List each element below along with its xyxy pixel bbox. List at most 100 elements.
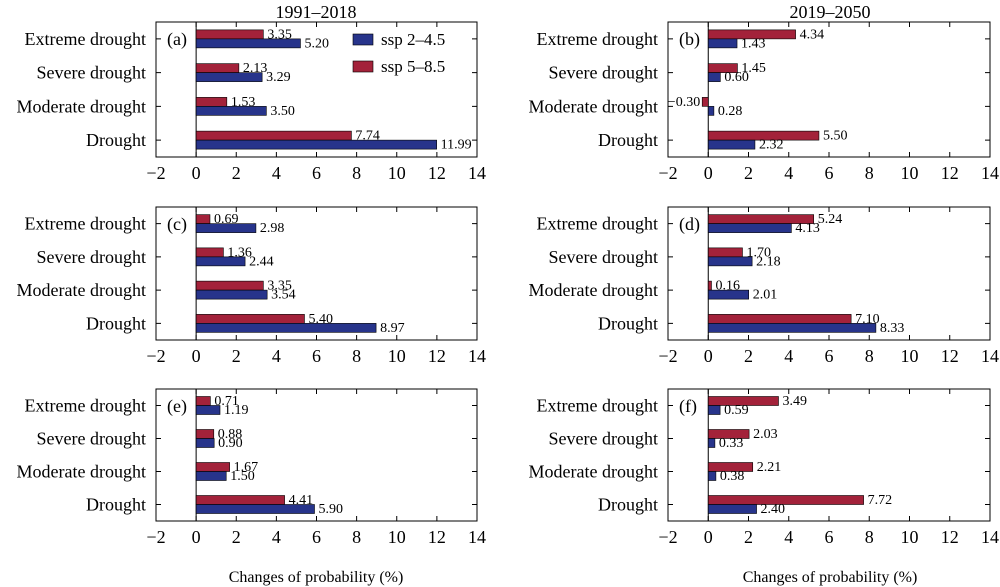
panel-tag: (e) (167, 396, 187, 417)
x-tick-label: 2 (232, 346, 241, 366)
category-label: Drought (86, 313, 146, 333)
bar-ssp585 (195, 214, 211, 224)
bar-ssp585 (195, 280, 264, 291)
value-label: 2.44 (249, 254, 274, 269)
value-label: 2.03 (753, 427, 778, 442)
category-label: Moderate drought (529, 462, 658, 482)
x-tick-label: −2 (146, 163, 165, 183)
x-tick-label: 4 (784, 346, 793, 366)
x-tick-label: 12 (941, 527, 959, 547)
x-tick-label: 10 (901, 527, 919, 547)
x-tick-label: 8 (865, 527, 874, 547)
category-label: Severe drought (37, 429, 146, 449)
value-label: 8.97 (380, 321, 405, 336)
bar-ssp585 (195, 29, 264, 40)
value-label: 0.90 (218, 436, 243, 451)
value-label: 3.35 (267, 279, 292, 294)
value-label: 0.88 (218, 427, 243, 442)
x-tick-label: 6 (312, 163, 321, 183)
bar-ssp245 (707, 504, 757, 514)
value-label: 5.90 (318, 502, 343, 517)
panel-f: −2 0 2 4 6 8 10 12 14 (f) Extreme drought 3.49 0.59 S… (529, 388, 999, 547)
category-label: Severe drought (549, 247, 658, 267)
value-label: 1.67 (234, 460, 259, 475)
bar-ssp245 (707, 438, 716, 448)
value-label: 2.32 (759, 138, 784, 153)
x-tick-label: 4 (272, 163, 281, 183)
bar-ssp585 (707, 247, 743, 258)
value-label: −0.30 (668, 95, 700, 110)
category-label: Moderate drought (17, 280, 146, 300)
category-label: Drought (598, 313, 658, 333)
x-tick-label: 4 (272, 346, 281, 366)
value-label: 3.50 (270, 104, 295, 119)
bar-ssp245 (195, 38, 301, 49)
x-tick-label: 6 (825, 346, 834, 366)
x-tick-label: 0 (704, 527, 713, 547)
panel-tag: (c) (167, 214, 187, 235)
bar-ssp585 (701, 97, 709, 107)
category-label: Moderate drought (17, 96, 146, 116)
value-label: 5.20 (304, 36, 329, 51)
x-axis-label-left: Changes of probability (%) (229, 569, 404, 586)
value-label: 2.18 (756, 254, 781, 269)
bar-ssp245 (195, 106, 267, 116)
x-tick-label: 2 (744, 346, 753, 366)
x-tick-label: 12 (428, 527, 446, 547)
value-label: 4.34 (800, 27, 825, 42)
x-tick-label: 12 (428, 346, 446, 366)
category-label: Extreme drought (537, 29, 658, 49)
category-label: Drought (86, 495, 146, 515)
x-tick-label: 8 (352, 527, 361, 547)
bar-ssp585 (195, 429, 215, 439)
x-tick-label: 2 (744, 163, 753, 183)
x-tick-label: 14 (468, 527, 486, 547)
x-tick-label: 6 (312, 346, 321, 366)
panel-d: −2 0 2 4 6 8 10 12 14 (d) Extreme drought 5.244.13 S… (529, 206, 999, 366)
value-label: 1.45 (741, 61, 766, 76)
bar-ssp585 (707, 29, 796, 40)
bar-ssp245 (195, 139, 437, 150)
bar-ssp585 (195, 495, 285, 505)
value-label: 11.99 (441, 138, 472, 153)
x-tick-label: 4 (784, 527, 793, 547)
bar-ssp245 (707, 139, 756, 150)
legend: ssp 2–4.5 ssp 5–8.5 (352, 30, 445, 76)
category-label: Extreme drought (25, 214, 146, 234)
bar-ssp245 (707, 223, 792, 233)
category-label: Extreme drought (25, 29, 146, 49)
x-tick-label: 8 (865, 346, 874, 366)
panel-tag: (a) (167, 29, 187, 50)
bar-ssp585 (707, 63, 738, 73)
value-label: 3.49 (782, 394, 807, 409)
bar-ssp245 (707, 289, 750, 300)
bar-ssp585 (707, 462, 754, 472)
bar-ssp585 (195, 63, 240, 73)
value-label: 4.13 (795, 221, 820, 236)
x-tick-label: 4 (784, 163, 793, 183)
value-label: 3.54 (271, 288, 296, 303)
x-tick-label: 2 (744, 527, 753, 547)
bar-ssp245 (195, 471, 227, 481)
bar-ssp585 (707, 314, 852, 324)
value-label: 8.33 (880, 321, 905, 336)
x-tick-label: 14 (468, 163, 486, 183)
category-label: Extreme drought (537, 214, 658, 234)
panel-tag: (d) (679, 214, 700, 235)
category-label: Severe drought (549, 429, 658, 449)
x-tick-label: 2 (232, 163, 241, 183)
value-label: 2.01 (753, 288, 778, 303)
value-label: 0.60 (724, 70, 749, 85)
legend-swatch (352, 33, 374, 46)
value-label: 5.24 (818, 212, 843, 227)
x-tick-label: 12 (428, 163, 446, 183)
legend-swatch (352, 60, 374, 73)
value-label: 3.29 (266, 70, 291, 85)
value-label: 7.72 (868, 493, 893, 508)
panels: −2 0 2 4 6 8 10 12 14 (a) Extreme drought 3.35 5.20 S… (17, 21, 999, 547)
bar-ssp585 (195, 97, 228, 107)
x-tick-label: 6 (312, 527, 321, 547)
category-label: Drought (598, 495, 658, 515)
x-axis-label-right: Changes of probability (%) (743, 569, 918, 586)
category-label: Moderate drought (17, 462, 146, 482)
